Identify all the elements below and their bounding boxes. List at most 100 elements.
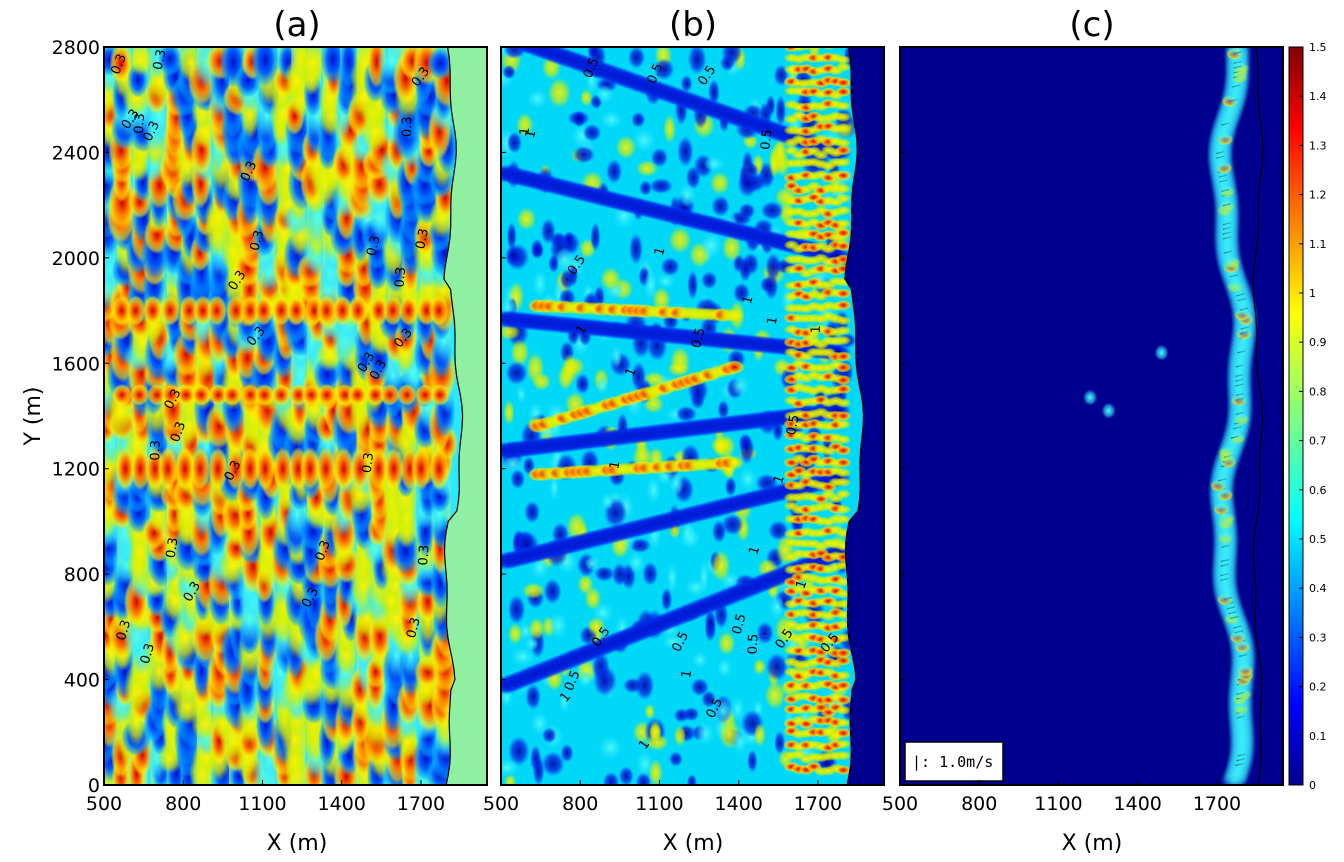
field-blob <box>596 375 609 395</box>
field-blob <box>687 269 699 300</box>
contour-label: 0.3 <box>109 52 130 77</box>
field-blob <box>547 77 572 109</box>
surf-blob <box>835 705 852 716</box>
surf-blob <box>835 410 852 421</box>
field-blob <box>524 636 540 651</box>
contour-label: 0.3 <box>404 616 424 640</box>
contour-label: 0.3 <box>168 420 189 445</box>
surf-blob <box>835 218 852 229</box>
surf-blob <box>835 77 852 88</box>
hot-blob <box>222 383 243 406</box>
field-blob <box>668 751 683 767</box>
hot-blob <box>429 446 450 491</box>
field-blob <box>504 774 517 785</box>
surf-blob <box>835 670 852 681</box>
field-blob <box>674 725 687 747</box>
hot-blob <box>176 383 197 406</box>
field-blob <box>298 47 328 84</box>
x-tick-label: 1400 <box>318 793 366 815</box>
x-tick-label: 800 <box>562 793 598 815</box>
panel-b-field <box>492 28 884 785</box>
hot-blob <box>350 446 371 491</box>
contour-label: 0.3 <box>138 642 158 666</box>
field-blob <box>584 586 602 611</box>
field-blob <box>648 719 662 744</box>
hot-blob <box>415 383 436 406</box>
y-tick-label: 2000 <box>52 248 100 270</box>
dark-band <box>492 28 520 46</box>
x-tick-label: 500 <box>86 793 122 815</box>
hot-blob <box>115 446 136 491</box>
field-blob <box>649 178 674 195</box>
hot-blob <box>190 446 211 491</box>
field-blob <box>251 47 280 88</box>
hot-blob <box>225 295 246 326</box>
field-blob <box>753 658 766 676</box>
surf-blob <box>821 47 837 51</box>
field-blob <box>639 180 653 196</box>
field-blob <box>632 129 656 153</box>
field-blob <box>646 476 661 504</box>
field-blob <box>700 232 723 258</box>
legend-label: |: 1.0m/s <box>912 753 993 771</box>
field-blob <box>684 579 708 596</box>
panel-title-b: (b) <box>669 5 717 45</box>
surf-blob <box>835 655 852 666</box>
panel-a: 0.30.30.30.30.30.30.30.30.30.30.30.30.3 0… <box>103 46 488 786</box>
field-blob <box>561 353 578 385</box>
field-blob <box>572 145 596 164</box>
panel-title-c: (c) <box>1069 5 1114 45</box>
hot-blob <box>253 295 274 326</box>
field-blob <box>635 772 652 785</box>
surf-blob <box>835 54 852 65</box>
x-tick-label: 500 <box>882 793 918 815</box>
field-blob <box>600 110 623 129</box>
field-blob <box>505 361 528 386</box>
surf-blob <box>835 477 852 488</box>
field-blob <box>582 123 602 142</box>
field-blob <box>721 47 743 65</box>
dark-band <box>505 47 519 49</box>
panel-title-a: (a) <box>273 5 320 45</box>
surf-blob <box>835 375 852 386</box>
field-blob <box>507 735 530 767</box>
field-blob <box>767 520 789 541</box>
surf-blob <box>835 467 852 478</box>
hot-blob <box>207 446 228 491</box>
hot-blob <box>254 383 275 406</box>
field-blob <box>157 47 183 76</box>
surf-blob <box>835 504 852 515</box>
field-blob <box>503 399 515 426</box>
field-blob <box>753 722 766 747</box>
colorbar-tick-label: 0.3 <box>1309 631 1327 644</box>
field-blob <box>510 647 535 666</box>
surf-blob <box>835 157 852 168</box>
field-blob <box>648 758 663 785</box>
field-blob <box>601 493 615 510</box>
field-blob <box>540 218 556 245</box>
velocity-scale-legend: |: 1.0m/s <box>904 741 1004 782</box>
contour-label: 1 <box>652 245 669 257</box>
field-blob <box>584 556 600 571</box>
field-blob <box>675 405 698 423</box>
field-blob <box>711 549 731 582</box>
field-blob <box>567 110 590 127</box>
hot-blob <box>333 446 354 491</box>
hot-blob <box>316 383 337 406</box>
field-blob <box>525 683 541 711</box>
field-blob <box>636 160 658 177</box>
hot-blob <box>161 383 182 406</box>
field-blob <box>653 58 675 81</box>
field-blob <box>717 631 736 656</box>
surf-blob <box>835 112 852 123</box>
field-blob <box>716 657 733 678</box>
surf-blob <box>835 228 852 239</box>
field-blob <box>712 698 734 723</box>
surf-blob <box>835 765 852 776</box>
hot-blob <box>315 446 336 491</box>
field-blob <box>595 84 614 104</box>
colorbar-tick-label: 0.2 <box>1309 681 1327 694</box>
contour-label: 0.3 <box>151 48 170 71</box>
field-blob <box>600 267 621 291</box>
surf-blob <box>835 397 852 408</box>
